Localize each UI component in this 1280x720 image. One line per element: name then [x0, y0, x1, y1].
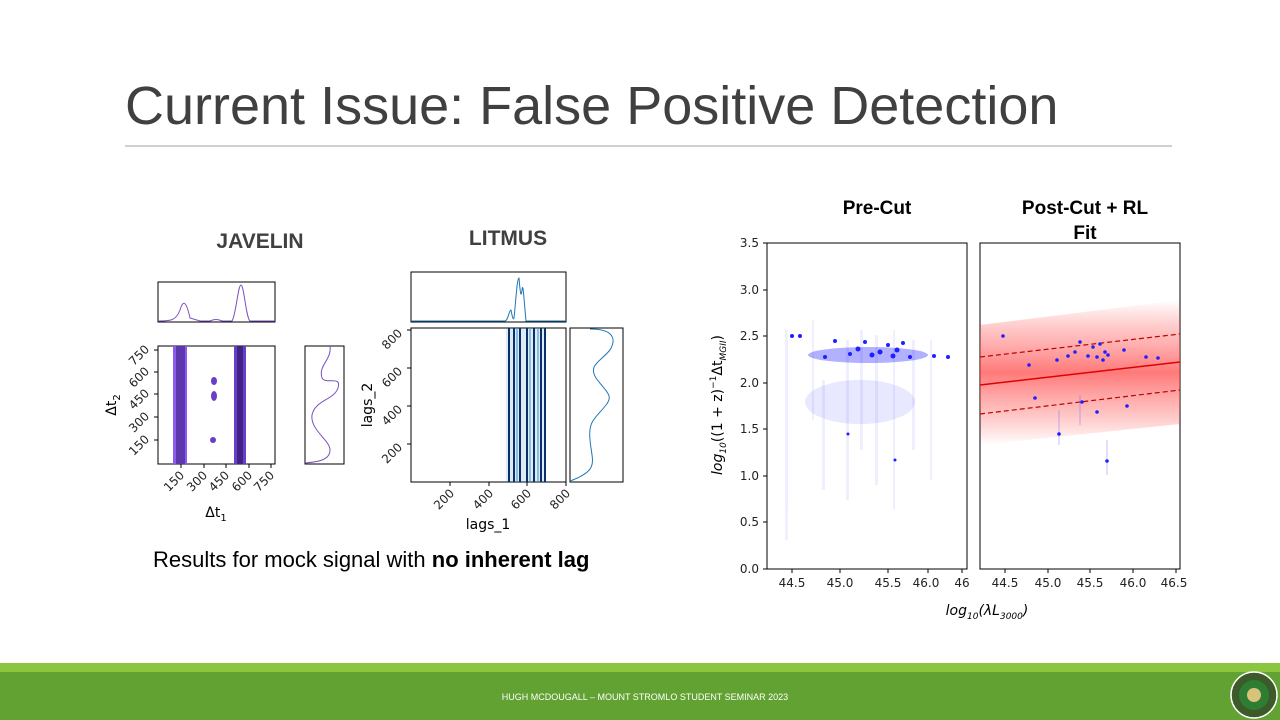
tick-label: 750: [251, 468, 277, 494]
tick-label: 46.5: [1161, 576, 1188, 590]
tick-label: 1.5: [740, 422, 759, 436]
label-part: −1: [709, 376, 719, 389]
label-part: log: [710, 454, 726, 475]
tick-label: 45.0: [827, 576, 854, 590]
tick-label: 46.0: [913, 576, 940, 590]
tick-label: 45.5: [875, 576, 902, 590]
caption-emphasis: no inherent lag: [432, 547, 590, 572]
tick-label: 600: [379, 364, 405, 390]
label-part: (λL: [978, 603, 1000, 619]
panel-title: Post-Cut + RL: [1022, 198, 1149, 219]
postcut-plot: [979, 242, 1181, 573]
tick-label: 400: [470, 486, 496, 512]
tick-label: 3.5: [740, 236, 759, 250]
panel-title: Pre-Cut: [843, 198, 912, 219]
caption: Results for mock signal with no inherent…: [153, 547, 589, 572]
footer-text: HUGH MCDOUGALL – MOUNT STROMLO STUDENT S…: [502, 692, 788, 702]
axis-label: log10(λL3000): [946, 603, 1029, 622]
label-part: log: [946, 603, 967, 619]
tick-label: 1.0: [740, 469, 759, 483]
label-part: Δt: [104, 400, 120, 416]
precut-plot: [763, 242, 968, 573]
label-part: MGII: [719, 340, 729, 360]
tick-label: 200: [431, 486, 457, 512]
litmus-plot: [407, 271, 624, 486]
tick-label: 600: [508, 486, 534, 512]
tick-label: 0.5: [740, 515, 759, 529]
label-part: 3000: [1000, 612, 1023, 622]
label-part: Δt: [205, 505, 221, 521]
label-part: 1: [220, 513, 226, 524]
footer-strip: [0, 663, 1280, 673]
javelin-label: JAVELIN: [216, 230, 303, 253]
axis-label: lags_2: [360, 383, 376, 428]
tick-label: 450: [126, 386, 152, 412]
tick-label: 150: [161, 468, 187, 494]
tick-label: 44.5: [992, 576, 1019, 590]
tick-label: 46: [954, 576, 969, 590]
tick-label: 200: [379, 440, 405, 466]
label-part: ((1 + z): [710, 389, 726, 442]
label-part: 10: [967, 612, 979, 622]
tick-label: 2.5: [740, 329, 759, 343]
tick-label: 600: [126, 364, 152, 390]
tick-label: 600: [229, 468, 255, 494]
tick-label: 2.0: [740, 376, 759, 390]
tick-label: 45.5: [1077, 576, 1104, 590]
panel-title: Fit: [1073, 223, 1097, 244]
tick-label: 300: [126, 409, 152, 435]
tick-label: 44.5: [779, 576, 806, 590]
caption-text: Results for mock signal with: [153, 547, 432, 572]
tick-label: 3.0: [740, 283, 759, 297]
label-part: ): [1022, 603, 1028, 619]
label-part: 10: [719, 442, 729, 454]
tick-label: 45.0: [1035, 576, 1062, 590]
logo: [1230, 671, 1278, 719]
label-part: ): [710, 335, 726, 340]
footer-band: [0, 672, 1280, 720]
tick-label: 800: [379, 326, 405, 352]
javelin-plot: [154, 281, 345, 468]
litmus-label: LITMUS: [469, 227, 547, 250]
axis-label: Δt1: [205, 505, 226, 524]
tick-label: 0.0: [740, 562, 759, 576]
tick-label: 150: [126, 432, 152, 458]
axis-label: lags_1: [466, 517, 511, 533]
tick-label: 750: [126, 342, 152, 368]
axis-label: Δt2: [104, 394, 123, 415]
tick-label: 800: [547, 486, 573, 512]
tick-label: 400: [379, 402, 405, 428]
label-part: 2: [112, 394, 123, 400]
slide-title: Current Issue: False Positive Detection: [125, 76, 1058, 136]
tick-label: 46.0: [1120, 576, 1147, 590]
tick-label: 300: [184, 468, 210, 494]
axis-label: log10((1 + z)−1ΔtMGII): [709, 335, 729, 475]
label-part: Δt: [710, 360, 726, 376]
tick-label: 450: [206, 468, 232, 494]
